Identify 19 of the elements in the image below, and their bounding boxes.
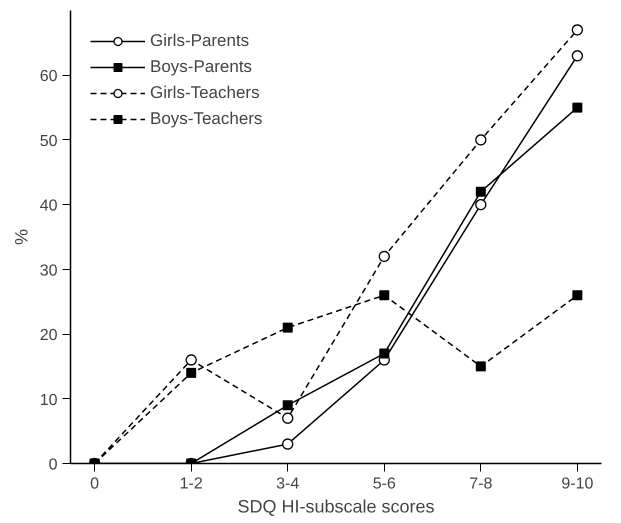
legend-label: Girls-Teachers xyxy=(150,82,260,104)
y-tick-label: 50 xyxy=(40,132,58,150)
y-tick-label: 10 xyxy=(40,392,58,409)
legend-label: Girls-Parents xyxy=(150,30,250,52)
x-tick-label: 3-4 xyxy=(276,476,300,492)
x-tick-label: 5-6 xyxy=(372,476,396,492)
x-tick-label: 9-10 xyxy=(561,476,594,492)
x-tick-label: 1-2 xyxy=(180,476,203,492)
x-tick-label: 7-8 xyxy=(469,476,492,492)
legend-label: Boys-Teachers xyxy=(150,108,262,130)
y-tick-label: 60 xyxy=(40,68,58,86)
y-tick-label: 30 xyxy=(40,262,58,280)
x-axis-title: SDQ HI-subscale scores xyxy=(237,496,435,516)
y-axis-title: % xyxy=(12,228,32,245)
y-tick-label: 20 xyxy=(40,327,58,344)
y-tick-label: 0 xyxy=(48,456,58,474)
x-tick-label: 0 xyxy=(90,476,100,492)
legend-label: Boys-Parents xyxy=(150,56,252,78)
y-tick-label: 40 xyxy=(40,198,58,215)
